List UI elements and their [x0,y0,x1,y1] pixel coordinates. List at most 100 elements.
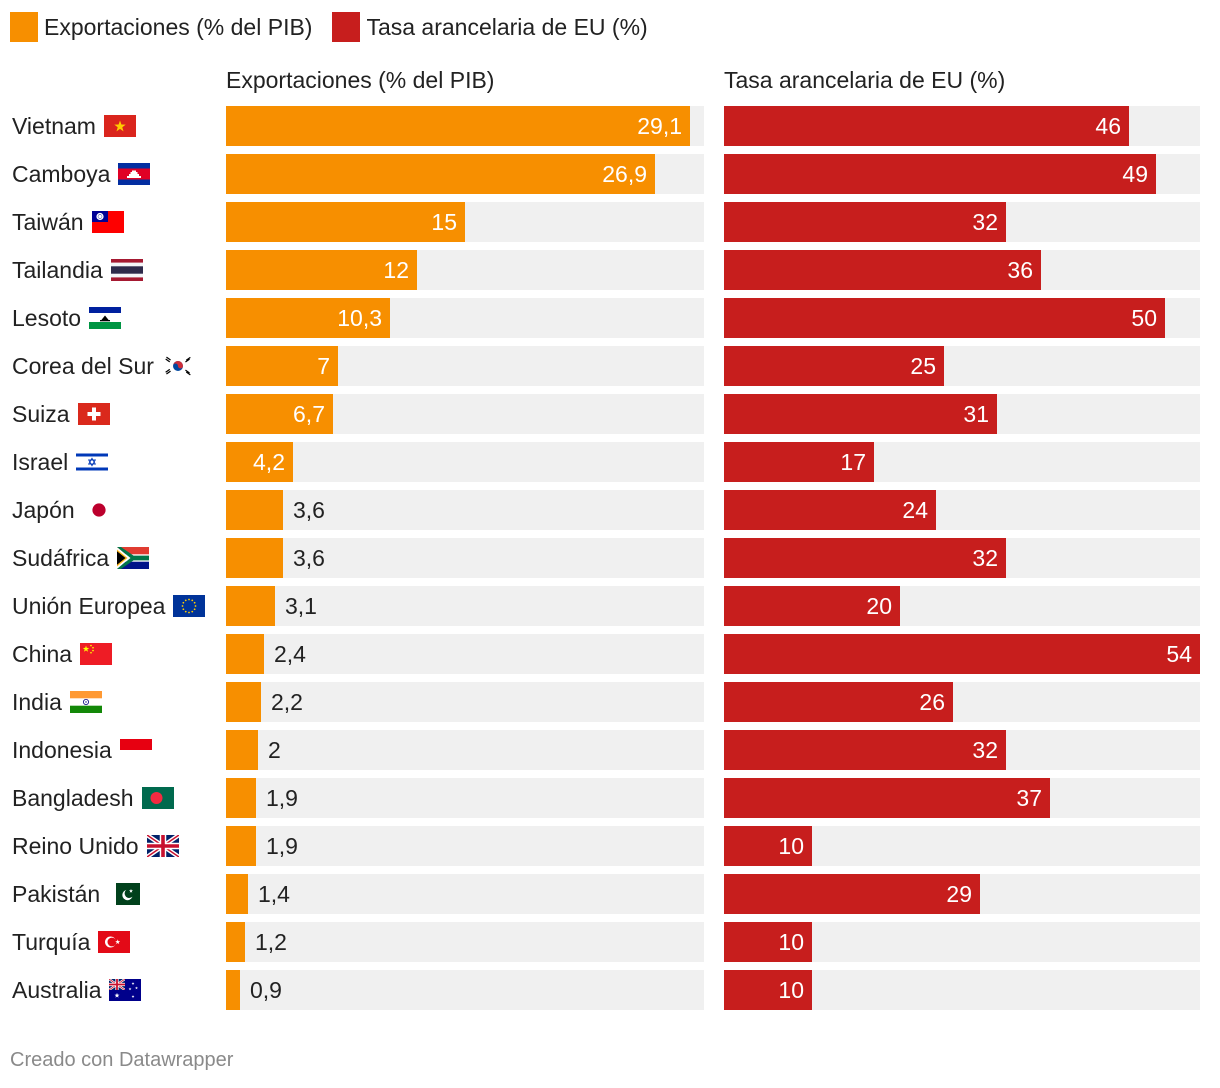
tariff-bar [724,970,812,1010]
exports-value-label: 7 [317,353,330,379]
country-name: Lesoto [12,304,82,331]
country-name: Vietnam [12,112,96,139]
country-label: Indonesia [12,730,152,770]
tariff-bar [724,250,1041,290]
chart-row: Bangladesh 1,9 37 [0,778,1220,818]
exports-value-label: 0,9 [250,977,282,1003]
tariff-bar [724,394,997,434]
india-flag-icon [69,691,102,713]
country-label: Australia [12,970,142,1010]
exports-bar [226,394,333,434]
chart-row: Australia 0,9 10 [0,970,1220,1010]
tariff-bar [724,490,936,530]
exports-bar [226,202,465,242]
tariff-bar-track: 32 [724,730,1200,770]
exports-bar-track: 6,7 [226,394,704,434]
exports-bar [226,538,283,578]
exports-bar [226,970,240,1010]
chart-row: Taiwán 15 32 [0,202,1220,242]
country-name: Bangladesh [12,784,134,811]
cambodia-flag-icon [118,163,151,185]
tariff-bar [724,586,900,626]
tariff-bar-track: 54 [724,634,1200,674]
tariff-value-label: 25 [910,353,936,379]
tariff-value-label: 32 [972,545,998,571]
exports-bar [226,778,256,818]
tariff-value-label: 31 [963,401,989,427]
turkey-flag-icon [98,931,131,953]
country-label: Camboya [12,154,151,194]
tariff-bar [724,778,1050,818]
exports-bar-track: 2,2 [226,682,704,722]
chart-row: Indonesia 2 32 [0,730,1220,770]
country-label: Taiwán [12,202,124,242]
country-label: China [12,634,113,674]
tariff-value-label: 46 [1095,113,1121,139]
exports-value-label: 26,9 [602,161,647,187]
tariff-bar [724,730,1006,770]
tariff-bar-track: 46 [724,106,1200,146]
exports-bar [226,442,293,482]
tariff-value-label: 29 [946,881,972,907]
tariff-value-label: 32 [972,209,998,235]
legend-label-tariff: Tasa arancelaria de EU (%) [366,13,648,40]
country-name: Unión Europea [12,592,166,619]
country-name: Israel [12,448,69,475]
exports-bar-track: 1,9 [226,778,704,818]
exports-bar-track: 12 [226,250,704,290]
exports-value-label: 2,4 [274,641,306,667]
tariff-value-label: 10 [778,833,804,859]
chart-row: Camboya 26,9 49 [0,154,1220,194]
israel-flag-icon [76,451,109,473]
exports-value-label: 12 [383,257,409,283]
country-label: Suiza [12,394,110,434]
exports-bar-track: 29,1 [226,106,704,146]
tariff-bar [724,826,812,866]
exports-bar-track: 3,6 [226,538,704,578]
exports-value-label: 2,2 [271,689,303,715]
exports-bar-track: 2,4 [226,634,704,674]
thailand-flag-icon [110,259,143,281]
australia-flag-icon [109,979,142,1001]
tariff-value-label: 10 [778,977,804,1003]
footer-credit: Creado con Datawrapper [10,1049,234,1071]
country-label: Reino Unido [12,826,180,866]
exports-value-label: 3,6 [293,545,325,571]
south-korea-flag-icon [161,355,194,377]
tariff-bar [724,346,944,386]
taiwan-flag-icon [91,211,124,233]
japan-flag-icon [82,499,115,521]
exports-value-label: 10,3 [337,305,382,331]
tariff-bar-track: 49 [724,154,1200,194]
tariff-bar-track: 36 [724,250,1200,290]
exports-bar-track: 4,2 [226,442,704,482]
tariff-value-label: 32 [972,737,998,763]
country-label: India [12,682,102,722]
exports-value-label: 6,7 [293,401,325,427]
legend: Exportaciones (% del PIB) Tasa arancelar… [10,11,668,43]
chart-row: Japón 3,6 24 [0,490,1220,530]
tariff-bar-track: 10 [724,970,1200,1010]
legend-swatch-exports [10,12,38,42]
chart-row: Turquía 1,2 10 [0,922,1220,962]
lesotho-flag-icon [89,307,122,329]
tariff-bar [724,874,980,914]
tariff-bar-track: 20 [724,586,1200,626]
tariff-value-label: 36 [1007,257,1033,283]
exports-value-label: 29,1 [637,113,682,139]
country-label: Israel [12,442,109,482]
chart-row: Suiza 6,7 31 [0,394,1220,434]
chart-row: Unión Europea 3,1 20 [0,586,1220,626]
tariff-bar-track: 50 [724,298,1200,338]
country-label: Corea del Sur [12,346,194,386]
tariff-bar-track: 17 [724,442,1200,482]
chart-row: Lesoto 10,3 50 [0,298,1220,338]
tariff-bar-track: 10 [724,922,1200,962]
tariff-bar-track: 37 [724,778,1200,818]
tariff-value-label: 26 [919,689,945,715]
exports-bar-track: 7 [226,346,704,386]
china-flag-icon [80,643,113,665]
exports-bar [226,922,245,962]
country-name: Reino Unido [12,832,139,859]
country-name: Turquía [12,928,91,955]
